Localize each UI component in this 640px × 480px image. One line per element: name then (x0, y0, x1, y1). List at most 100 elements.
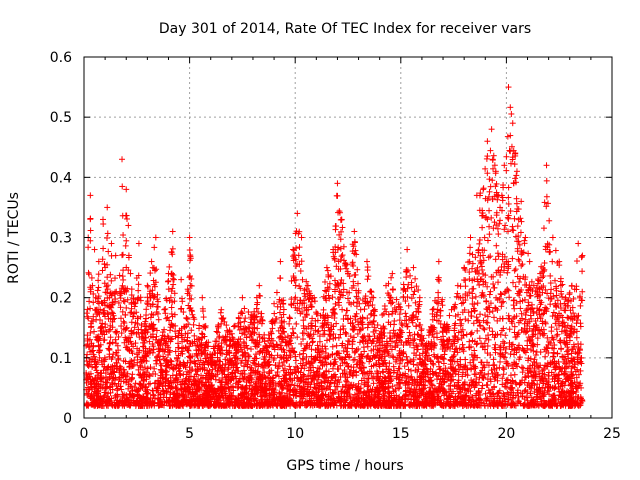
data-point (247, 346, 254, 353)
data-point (521, 240, 528, 247)
data-point (486, 231, 493, 238)
data-point (497, 358, 504, 365)
data-point (238, 309, 245, 316)
data-point (493, 222, 500, 229)
data-point (469, 285, 476, 292)
data-point (344, 295, 351, 302)
data-point (487, 253, 494, 260)
data-point (364, 264, 371, 271)
data-point (472, 293, 479, 300)
data-point (483, 155, 490, 162)
data-point (122, 242, 129, 249)
data-point (500, 365, 507, 372)
data-point (486, 207, 493, 214)
data-point (105, 311, 112, 318)
data-point (508, 110, 515, 117)
data-point (166, 349, 173, 356)
data-point (87, 227, 94, 234)
data-point (324, 267, 331, 274)
data-point (407, 272, 414, 279)
data-point (474, 327, 481, 334)
data-point (564, 314, 571, 321)
data-point (490, 225, 497, 232)
data-point (128, 319, 135, 326)
scatter-points (83, 84, 586, 409)
data-point (507, 372, 514, 379)
data-point (91, 328, 98, 335)
data-point (503, 153, 510, 160)
data-point (512, 175, 519, 182)
data-point (482, 335, 489, 342)
data-point (482, 312, 489, 319)
data-point (446, 312, 453, 319)
data-point (89, 347, 96, 354)
data-point (491, 314, 498, 321)
data-point (402, 310, 409, 317)
data-point (271, 310, 278, 317)
data-point (547, 272, 554, 279)
data-point (347, 333, 354, 340)
data-point (406, 329, 413, 336)
data-point (481, 234, 488, 241)
data-point (547, 280, 554, 287)
data-point (408, 295, 415, 302)
data-point (331, 305, 338, 312)
data-point (540, 380, 547, 387)
data-point (181, 324, 188, 331)
data-point (368, 289, 375, 296)
data-point (510, 227, 517, 234)
data-point (501, 354, 508, 361)
data-point (540, 332, 547, 339)
data-point (474, 354, 481, 361)
data-point (87, 324, 94, 331)
data-point (481, 326, 488, 333)
data-point (415, 366, 422, 373)
data-point (462, 316, 469, 323)
data-point (438, 298, 445, 305)
data-point (491, 284, 498, 291)
data-point (123, 237, 130, 244)
data-point (365, 375, 372, 382)
data-point (169, 245, 176, 252)
data-point (172, 333, 179, 340)
data-point (405, 302, 412, 309)
data-point (525, 250, 532, 257)
data-point (123, 304, 130, 311)
data-point (134, 359, 141, 366)
data-point (170, 281, 177, 288)
data-point (465, 317, 472, 324)
data-point (99, 267, 106, 274)
data-point (333, 320, 340, 327)
data-point (487, 288, 494, 295)
chart-title: Day 301 of 2014, Rate Of TEC Index for r… (159, 21, 531, 37)
data-point (434, 306, 441, 313)
data-point (429, 360, 436, 367)
data-point (391, 317, 398, 324)
data-point (339, 306, 346, 313)
data-point (489, 177, 496, 184)
data-point (164, 278, 171, 285)
data-point (531, 356, 538, 363)
data-point (505, 315, 512, 322)
data-point (488, 367, 495, 374)
data-point (502, 222, 509, 229)
data-point (514, 223, 521, 230)
data-point (129, 371, 136, 378)
data-point (147, 364, 154, 371)
data-point (557, 275, 564, 282)
data-point (476, 335, 483, 342)
data-point (100, 245, 107, 252)
data-point (395, 303, 402, 310)
data-point (429, 316, 436, 323)
data-point (575, 340, 582, 347)
data-point (286, 315, 293, 322)
data-point (544, 345, 551, 352)
data-point (511, 371, 518, 378)
data-point (505, 194, 512, 201)
data-point (107, 271, 114, 278)
data-point (298, 340, 305, 347)
data-point (381, 302, 388, 309)
data-point (477, 260, 484, 267)
data-point (476, 282, 483, 289)
data-point (246, 353, 253, 360)
